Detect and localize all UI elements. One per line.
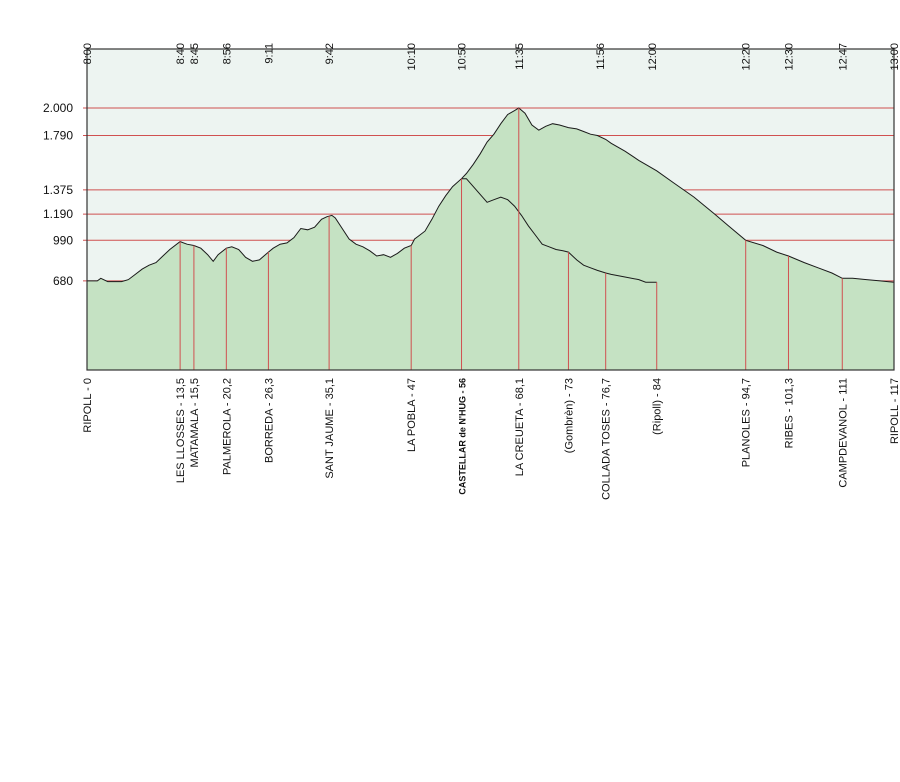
y-tick-label: 1.190 — [43, 207, 73, 221]
waypoint-label: PALMEROLA - 20,2 — [221, 378, 233, 475]
time-tick-label: 12:00 — [647, 43, 659, 71]
y-tick-label: 1.790 — [43, 128, 73, 142]
waypoint-label: CASTELLAR de N'HUG - 56 — [458, 378, 468, 495]
waypoint-label: RIPOLL - 117 — [889, 378, 900, 444]
waypoint-label: SANT JAUME - 35,1 — [324, 378, 336, 479]
time-tick-label: 12:30 — [783, 43, 795, 71]
variant-route-elevation-line — [461, 178, 657, 283]
y-tick-label: 2.000 — [43, 101, 73, 115]
waypoint-label: MATAMALA - 15,5 — [189, 378, 201, 467]
time-tick-label: 10:10 — [406, 43, 418, 71]
y-axis-tick-labels: 680 990 1.190 1.375 1.790 2.000 — [43, 101, 73, 288]
time-tick-label: 8:45 — [189, 43, 201, 64]
time-tick-label: 8:40 — [175, 43, 187, 64]
waypoint-label: LA CREUETA - 68,1 — [514, 378, 526, 476]
time-tick-label: 11:56 — [595, 43, 607, 70]
waypoint-label: (Ripoll) - 84 — [652, 378, 664, 435]
y-tick-label: 680 — [53, 274, 73, 288]
time-tick-label: 8:56 — [221, 43, 233, 64]
y-tick-label: 1.375 — [43, 183, 73, 197]
waypoint-label: BORREDA - 26,3 — [263, 378, 275, 463]
waypoint-label: (Gombrèn) - 73 — [563, 378, 575, 453]
waypoint-label: RIPOLL - 0 — [82, 378, 94, 433]
waypoint-label: COLLADA TOSES - 76,7 — [601, 378, 613, 500]
waypoint-labels: RIPOLL - 0 LES LLOSSES - 13,5 MATAMALA - 1… — [82, 378, 900, 500]
time-tick-label: 10:50 — [457, 43, 469, 71]
waypoint-label: PLANOLES - 94,7 — [741, 378, 753, 467]
time-tick-label: 13:00 — [889, 43, 900, 71]
time-tick-label: 12:20 — [741, 43, 753, 71]
waypoint-markers — [179, 107, 843, 370]
time-tick-label: 9:42 — [324, 43, 336, 64]
plot-frame — [86, 48, 895, 371]
waypoint-label: CAMPDEVANOL - 111 — [837, 378, 849, 488]
waypoint-label: RIBES - 101,3 — [783, 378, 795, 448]
time-tick-label: 12:47 — [837, 43, 849, 71]
waypoint-label: LA POBLA - 47 — [406, 378, 418, 452]
y-tick-label: 990 — [53, 233, 73, 247]
time-axis-tick-labels: 8:00 8:40 8:45 8:56 9:11 9:42 10:10 10:50 11:35 1… — [82, 43, 900, 71]
waypoint-label: LES LLOSSES - 13,5 — [175, 378, 187, 483]
main-route-elevation-area — [86, 107, 895, 371]
time-tick-label: 8:00 — [82, 43, 94, 64]
time-tick-label: 11:35 — [514, 43, 526, 70]
time-tick-label: 9:11 — [263, 43, 275, 64]
